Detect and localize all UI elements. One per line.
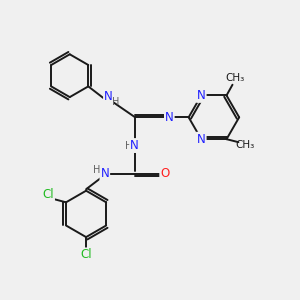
Text: CH₃: CH₃ [235,140,255,150]
Text: H: H [112,97,119,106]
Text: N: N [165,111,174,124]
Text: CH₃: CH₃ [226,73,245,83]
Text: H: H [93,165,101,175]
Text: N: N [104,90,113,103]
Text: Cl: Cl [42,188,54,201]
Text: N: N [197,89,206,102]
Text: N: N [130,139,139,152]
Text: Cl: Cl [80,248,92,261]
Text: H: H [125,140,132,151]
Text: N: N [100,167,109,180]
Text: O: O [160,167,170,180]
Text: N: N [197,133,206,146]
